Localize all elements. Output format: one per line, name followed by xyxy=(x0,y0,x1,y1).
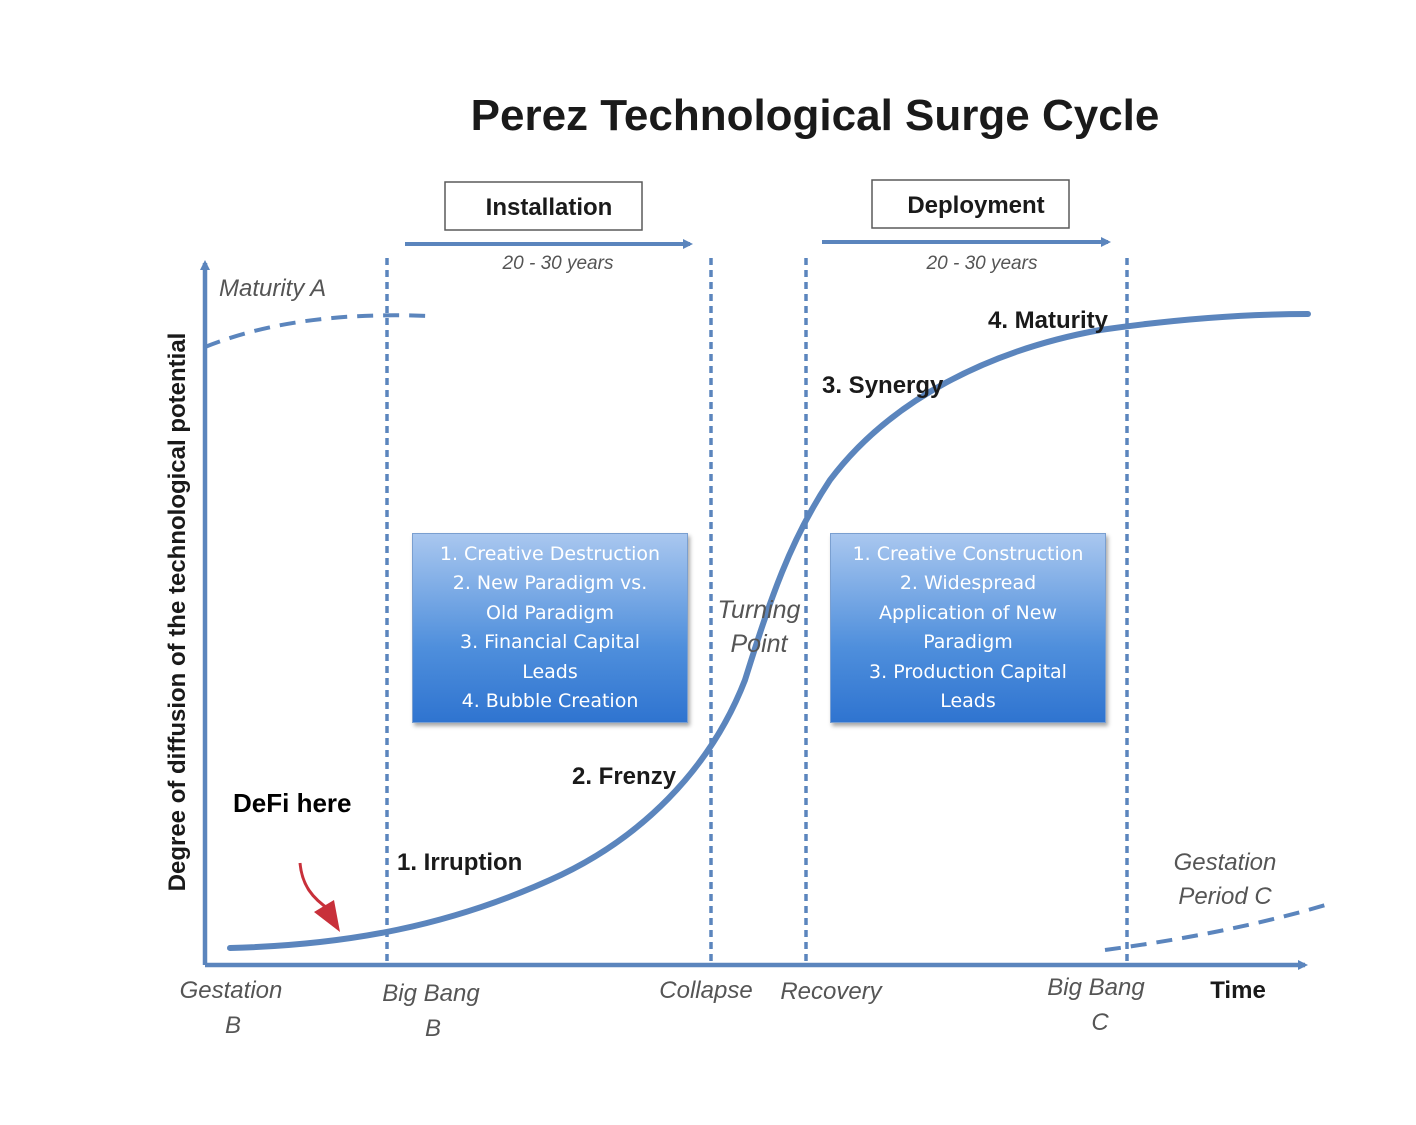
big-bang-b-line2: B xyxy=(425,1015,441,1042)
surge-curve xyxy=(227,311,1311,951)
defi-arrow-icon xyxy=(298,862,331,912)
installation-trait: 4. Bubble Creation xyxy=(461,690,639,712)
deployment-trait: Paradigm xyxy=(923,631,1013,653)
turning-point-line2: Point xyxy=(731,630,789,658)
prior-cycle-curve xyxy=(204,313,431,349)
installation-traits-box: 1. Creative Destruction 2. New Paradigm … xyxy=(412,533,688,723)
x-axis-label: Time xyxy=(1210,977,1266,1004)
defi-arrow-head xyxy=(314,900,340,932)
phase-synergy: 3. Synergy xyxy=(822,372,944,399)
deployment-trait: Leads xyxy=(940,690,996,712)
phase-maturity: 4. Maturity xyxy=(988,307,1109,334)
turning-point-line1: Turning xyxy=(718,596,801,624)
deployment-trait: Application of New xyxy=(879,601,1057,624)
diagram-title: Perez Technological Surge Cycle xyxy=(471,91,1160,140)
big-bang-c-line2: C xyxy=(1091,1009,1109,1036)
phase-irruption: 1. Irruption xyxy=(397,849,522,876)
installation-trait: 1. Creative Destruction xyxy=(439,542,661,565)
gestation-c-line1: Gestation xyxy=(1174,849,1277,876)
y-axis-label: Degree of diffusion of the technological… xyxy=(164,333,191,892)
installation-trait: 3. Financial Capital xyxy=(459,631,641,653)
recovery-label: Recovery xyxy=(780,978,883,1005)
deployment-duration: 20 - 30 years xyxy=(926,253,1038,274)
deployment-trait: 2. Widespread xyxy=(899,572,1037,594)
gestation-b-line1: Gestation xyxy=(180,977,283,1004)
phase-frenzy: 2. Frenzy xyxy=(572,763,677,790)
deployment-label: Deployment xyxy=(907,192,1044,219)
installation-trait: Leads xyxy=(522,660,578,683)
installation-trait: Old Paradigm xyxy=(486,601,614,624)
gestation-c-line2: Period C xyxy=(1178,883,1272,910)
maturity-a-label: Maturity A xyxy=(219,275,326,302)
deployment-traits-box: 1. Creative Construction 2. Widespread A… xyxy=(830,533,1106,723)
gestation-b-line2: B xyxy=(225,1012,241,1039)
installation-duration: 20 - 30 years xyxy=(502,253,614,274)
collapse-label: Collapse xyxy=(659,977,752,1004)
installation-label: Installation xyxy=(486,194,613,221)
next-cycle-curve xyxy=(1104,901,1333,952)
big-bang-c-line1: Big Bang xyxy=(1047,974,1145,1001)
deployment-trait: 1. Creative Construction xyxy=(852,542,1084,565)
big-bang-b-line1: Big Bang xyxy=(382,980,480,1007)
deployment-trait: 3. Production Capital xyxy=(869,660,1067,683)
installation-trait: 2. New Paradigm vs. xyxy=(452,572,648,594)
deployment-box xyxy=(871,179,1070,229)
defi-annotation: DeFi here xyxy=(233,788,352,818)
installation-box xyxy=(444,181,643,231)
